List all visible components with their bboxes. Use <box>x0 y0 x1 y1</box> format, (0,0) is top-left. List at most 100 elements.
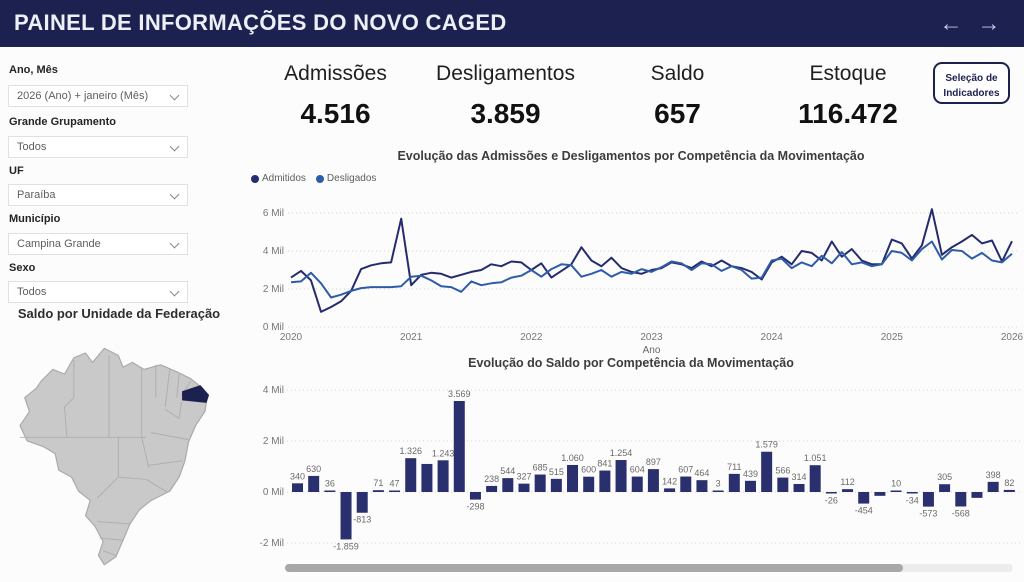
x-axis-tick: 2025 <box>881 332 904 343</box>
bar[interactable] <box>486 485 498 492</box>
bar[interactable] <box>421 463 433 492</box>
indicator-button-line1: Seleção de <box>945 72 998 84</box>
bar-label: -1.859 <box>333 541 359 551</box>
filter-label-ano-mes: Ano, Mês <box>9 64 58 76</box>
bar[interactable] <box>939 484 951 492</box>
bar[interactable] <box>971 492 983 498</box>
bar[interactable] <box>890 490 902 493</box>
dropdown-uf[interactable]: Paraíba <box>8 184 188 206</box>
y-axis-tick: 2 Mil <box>263 284 284 295</box>
bar[interactable] <box>340 492 352 540</box>
bar-label: 3 <box>716 479 721 489</box>
filter-label-grande-grupamento: Grande Grupamento <box>9 116 116 128</box>
bar[interactable] <box>987 481 999 492</box>
x-axis-tick: 2021 <box>400 332 423 343</box>
bar-label: 71 <box>373 478 383 488</box>
bar-label: 1.579 <box>755 440 778 450</box>
x-axis-label: Ano <box>643 345 661 356</box>
indicator-selection-button[interactable]: Seleção de Indicadores <box>933 62 1010 104</box>
bar[interactable] <box>437 460 449 492</box>
legend-item-desligados[interactable]: Desligados <box>315 173 377 184</box>
kpi-label: Estoque <box>809 62 887 85</box>
bar-label: 82 <box>1004 478 1014 488</box>
bar[interactable] <box>405 458 417 492</box>
bar[interactable] <box>647 469 659 492</box>
bar-label: 841 <box>597 459 612 469</box>
bar[interactable] <box>308 475 320 492</box>
bar[interactable] <box>922 492 934 507</box>
bar-label: 897 <box>646 457 661 467</box>
bar[interactable] <box>534 474 546 492</box>
bar-label: 1.243 <box>432 448 455 458</box>
bar[interactable] <box>809 465 821 492</box>
bar[interactable] <box>858 492 870 504</box>
bar[interactable] <box>664 488 676 492</box>
y-axis-tick: 6 Mil <box>263 208 284 219</box>
dropdown-municipio-value: Campina Grande <box>17 238 101 250</box>
forward-arrow-icon[interactable]: → <box>972 8 1006 38</box>
bar[interactable] <box>874 492 886 496</box>
bar[interactable] <box>696 480 708 492</box>
x-axis-tick: 2022 <box>520 332 543 343</box>
bar[interactable] <box>502 478 514 492</box>
bar[interactable] <box>825 492 837 494</box>
bar[interactable] <box>356 492 368 513</box>
bar[interactable] <box>518 483 530 492</box>
bar[interactable] <box>761 451 773 492</box>
legend-label: Desligados <box>326 173 377 184</box>
dropdown-municipio[interactable]: Campina Grande <box>8 233 188 255</box>
bar-label: 112 <box>840 477 854 487</box>
bar-label: 3.569 <box>448 389 471 399</box>
bar-label: -298 <box>466 502 484 512</box>
bar[interactable] <box>292 483 303 492</box>
bar[interactable] <box>324 490 336 493</box>
bar[interactable] <box>712 490 724 493</box>
bar-label: 47 <box>390 479 400 489</box>
bar[interactable] <box>906 492 918 494</box>
bar[interactable] <box>744 480 756 492</box>
bar[interactable] <box>955 492 967 507</box>
kpi-value: 3.859 <box>470 98 541 129</box>
horizontal-scrollbar-thumb[interactable] <box>285 564 903 572</box>
dropdown-grande-grupamento[interactable]: Todos <box>8 136 188 158</box>
kpi-saldo: Saldo 657 <box>600 62 755 130</box>
back-arrow-icon[interactable]: ← <box>934 8 968 38</box>
horizontal-scrollbar-track[interactable] <box>285 564 1013 572</box>
bar-label: 1.254 <box>610 448 633 458</box>
bar[interactable] <box>842 489 854 492</box>
series-line-admitidos[interactable] <box>290 208 1013 313</box>
desligados-dot-icon <box>315 174 324 183</box>
legend-item-admitidos[interactable]: Admitidos <box>251 173 306 184</box>
bar[interactable] <box>372 490 384 492</box>
map-title: Saldo por Unidade da Federação <box>17 306 221 321</box>
bar-label: 10 <box>891 479 901 489</box>
x-axis-tick: 2026 <box>1001 332 1024 343</box>
bar[interactable] <box>599 470 611 492</box>
dropdown-ano-mes[interactable]: 2026 (Ano) + janeiro (Mês) <box>8 85 188 107</box>
kpi-label: Saldo <box>650 62 705 85</box>
bar[interactable] <box>1003 489 1015 492</box>
bar[interactable] <box>389 490 401 493</box>
filter-label-municipio: Município <box>9 213 61 225</box>
kpi-value: 657 <box>654 98 701 129</box>
x-axis-tick: 2023 <box>640 332 663 343</box>
bar[interactable] <box>469 492 481 500</box>
dropdown-sexo[interactable]: Todos <box>8 281 188 303</box>
state-borders <box>20 355 192 556</box>
bar[interactable] <box>680 476 692 492</box>
bar[interactable] <box>567 464 579 492</box>
bar[interactable] <box>777 477 789 492</box>
bar[interactable] <box>615 460 627 492</box>
y-axis-tick: 4 Mil <box>263 385 284 396</box>
bar[interactable] <box>631 476 643 492</box>
kpi-value: 4.516 <box>300 98 371 129</box>
bar[interactable] <box>453 400 465 492</box>
bar-label: -813 <box>353 515 371 525</box>
bar[interactable] <box>550 478 562 492</box>
series-line-desligados[interactable] <box>290 240 1013 299</box>
bar[interactable] <box>583 476 595 492</box>
bar[interactable] <box>793 483 805 492</box>
state-paraiba[interactable] <box>182 385 210 403</box>
bar[interactable] <box>728 473 740 492</box>
